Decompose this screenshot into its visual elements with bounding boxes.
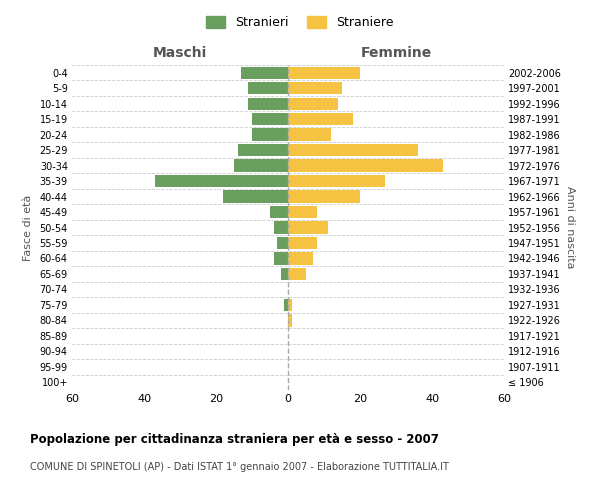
Bar — [252, 113, 288, 126]
Bar — [281, 268, 288, 280]
Bar — [270, 206, 288, 218]
Bar — [241, 66, 288, 79]
Bar — [284, 298, 288, 311]
Bar — [288, 160, 443, 172]
Bar — [288, 298, 292, 311]
Bar — [288, 144, 418, 156]
Bar — [288, 128, 331, 141]
Bar — [288, 206, 317, 218]
Bar — [234, 160, 288, 172]
Bar — [277, 237, 288, 249]
Bar — [252, 128, 288, 141]
Y-axis label: Fasce di età: Fasce di età — [23, 194, 32, 260]
Y-axis label: Anni di nascita: Anni di nascita — [565, 186, 575, 269]
Text: COMUNE DI SPINETOLI (AP) - Dati ISTAT 1° gennaio 2007 - Elaborazione TUTTITALIA.: COMUNE DI SPINETOLI (AP) - Dati ISTAT 1°… — [30, 462, 449, 472]
Bar — [288, 190, 360, 202]
Bar — [288, 222, 328, 234]
Bar — [248, 98, 288, 110]
Bar — [288, 113, 353, 126]
Bar — [288, 268, 306, 280]
Bar — [288, 66, 360, 79]
Bar — [155, 175, 288, 188]
Bar — [238, 144, 288, 156]
Bar — [274, 252, 288, 264]
Text: Popolazione per cittadinanza straniera per età e sesso - 2007: Popolazione per cittadinanza straniera p… — [30, 432, 439, 446]
Bar — [288, 237, 317, 249]
Bar — [288, 175, 385, 188]
Bar — [288, 82, 342, 94]
Bar — [288, 314, 292, 326]
Bar — [288, 98, 338, 110]
Bar — [223, 190, 288, 202]
Bar — [248, 82, 288, 94]
Bar — [288, 252, 313, 264]
Text: Femmine: Femmine — [361, 46, 431, 60]
Bar — [274, 222, 288, 234]
Text: Maschi: Maschi — [153, 46, 207, 60]
Legend: Stranieri, Straniere: Stranieri, Straniere — [202, 11, 398, 34]
